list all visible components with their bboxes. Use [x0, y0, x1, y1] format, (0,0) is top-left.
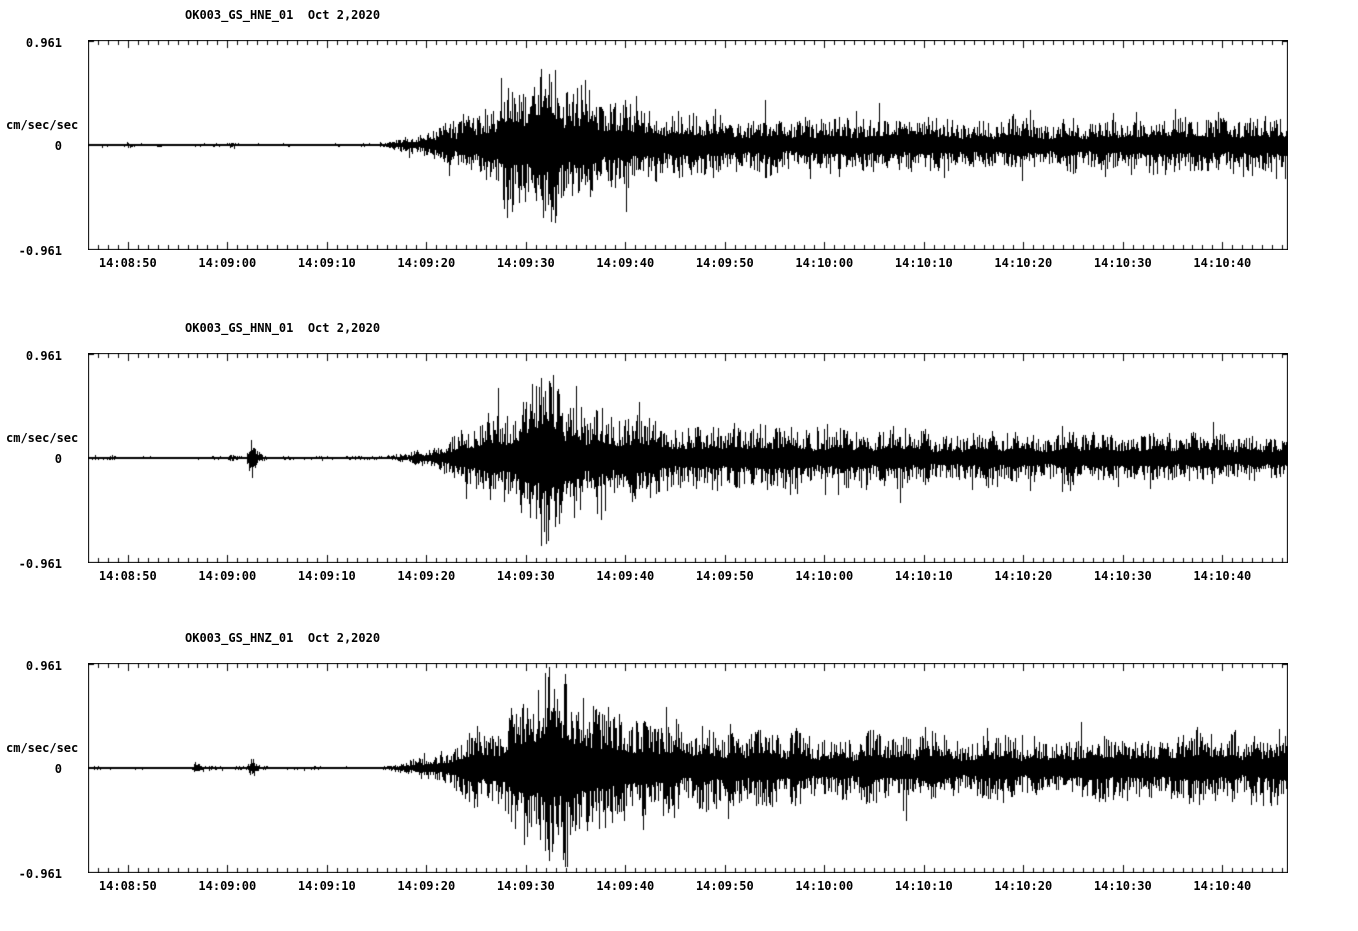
- y-axis-zero-label: 0: [54, 762, 62, 776]
- time-tick-label: 14:08:50: [98, 256, 157, 270]
- time-tick-label: 14:09:00: [198, 879, 257, 893]
- time-tick-label: 14:10:30: [1093, 256, 1152, 270]
- waveform-plot-hnn: [88, 353, 1288, 563]
- time-tick-label: 14:10:00: [795, 569, 854, 583]
- time-tick-label: 14:10:00: [795, 256, 854, 270]
- time-tick-label: 14:09:50: [695, 256, 754, 270]
- time-tick-label: 14:09:20: [397, 569, 456, 583]
- time-tick-label: 14:09:50: [695, 569, 754, 583]
- y-axis-unit-label: cm/sec/sec: [6, 118, 79, 132]
- trace-title: OK003_GS_HNE_01 Oct 2,2020: [185, 8, 381, 22]
- trace-title: OK003_GS_HNN_01 Oct 2,2020: [185, 321, 381, 335]
- time-tick-label: 14:09:00: [198, 569, 257, 583]
- time-tick-label: 14:09:00: [198, 256, 257, 270]
- time-tick-label: 14:10:00: [795, 879, 854, 893]
- y-axis-min-label: -0.961: [18, 867, 62, 881]
- time-tick-label: 14:10:20: [994, 879, 1053, 893]
- time-axis-labels: 14:08:50 14:09:00 14:09:10 14:09:20 14:09:30…: [88, 256, 1288, 272]
- time-tick-label: 14:09:30: [496, 879, 555, 893]
- time-tick-label: 14:10:40: [1193, 569, 1252, 583]
- y-axis-min-label: -0.961: [18, 557, 62, 571]
- y-axis-max-label: 0.961: [25, 349, 62, 363]
- time-tick-label: 14:09:30: [496, 569, 555, 583]
- time-tick-label: 14:09:10: [297, 569, 356, 583]
- y-axis-zero-label: 0: [54, 452, 62, 466]
- y-axis-max-label: 0.961: [25, 659, 62, 673]
- waveform-plot-hne: [88, 40, 1288, 250]
- time-tick-label: 14:08:50: [98, 879, 157, 893]
- time-tick-label: 14:10:30: [1093, 879, 1152, 893]
- time-axis-labels: 14:08:50 14:09:00 14:09:10 14:09:20 14:09:30…: [88, 569, 1288, 585]
- time-tick-label: 14:10:40: [1193, 256, 1252, 270]
- y-axis-unit-label: cm/sec/sec: [6, 741, 79, 755]
- time-tick-label: 14:10:20: [994, 569, 1053, 583]
- time-tick-label: 14:10:10: [894, 879, 953, 893]
- seismogram-panel-hnz: OK003_GS_HNZ_01 Oct 2,2020 0.961 cm/sec/…: [0, 623, 1358, 931]
- waveform-plot-hnz: [88, 663, 1288, 873]
- y-axis-min-label: -0.961: [18, 244, 62, 258]
- time-tick-label: 14:08:50: [98, 569, 157, 583]
- time-tick-label: 14:09:10: [297, 879, 356, 893]
- time-tick-label: 14:09:40: [596, 256, 655, 270]
- time-tick-label: 14:09:20: [397, 256, 456, 270]
- time-tick-label: 14:09:40: [596, 879, 655, 893]
- seismogram-panel-hne: OK003_GS_HNE_01 Oct 2,2020 0.961 cm/sec/…: [0, 0, 1358, 308]
- time-tick-label: 14:10:10: [894, 569, 953, 583]
- time-tick-label: 14:10:10: [894, 256, 953, 270]
- time-tick-label: 14:09:40: [596, 569, 655, 583]
- time-tick-label: 14:10:30: [1093, 569, 1152, 583]
- time-axis-labels: 14:08:50 14:09:00 14:09:10 14:09:20 14:09:30…: [88, 879, 1288, 895]
- y-axis-zero-label: 0: [54, 139, 62, 153]
- seismogram-panel-hnn: OK003_GS_HNN_01 Oct 2,2020 0.961 cm/sec/…: [0, 313, 1358, 621]
- y-axis-max-label: 0.961: [25, 36, 62, 50]
- time-tick-label: 14:09:50: [695, 879, 754, 893]
- time-tick-label: 14:09:10: [297, 256, 356, 270]
- time-tick-label: 14:10:40: [1193, 879, 1252, 893]
- y-axis-unit-label: cm/sec/sec: [6, 431, 79, 445]
- time-tick-label: 14:09:30: [496, 256, 555, 270]
- time-tick-label: 14:10:20: [994, 256, 1053, 270]
- trace-title: OK003_GS_HNZ_01 Oct 2,2020: [185, 631, 381, 645]
- time-tick-label: 14:09:20: [397, 879, 456, 893]
